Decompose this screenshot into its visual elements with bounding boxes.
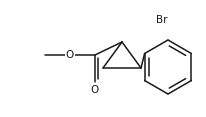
Text: O: O — [66, 50, 74, 60]
Text: O: O — [90, 85, 99, 95]
Text: Br: Br — [156, 15, 167, 25]
